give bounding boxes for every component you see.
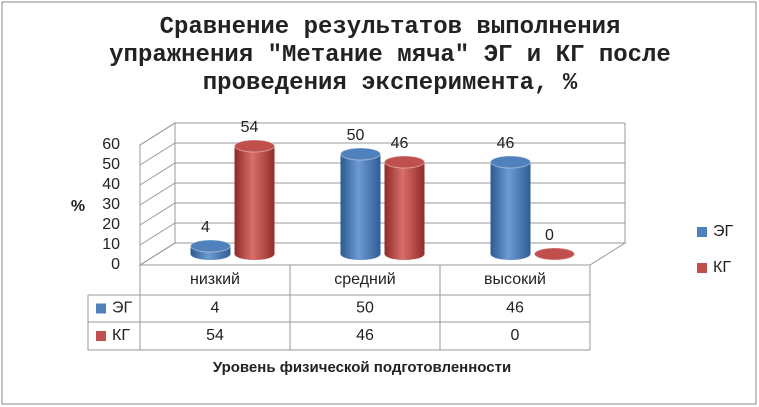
cylinder-top (190, 239, 231, 253)
table-legend-key (96, 303, 106, 314)
cylinder (534, 247, 575, 261)
table-cell: 46 (506, 300, 524, 317)
cylinder-body (384, 162, 425, 254)
y-axis-label: % (71, 198, 85, 215)
cylinder-body (490, 162, 531, 254)
y-tick-label: 60 (102, 136, 120, 153)
cylinder-bottom (384, 248, 425, 260)
y-tick-label: 30 (102, 196, 120, 213)
chart-title: Сравнение результатов выполнения упражне… (109, 14, 671, 97)
y-tick-label: 40 (102, 176, 120, 193)
y-tick-label: 10 (102, 236, 120, 253)
data-label: 46 (497, 135, 515, 152)
data-label: 46 (391, 135, 409, 152)
x-tick-label: высокий (484, 271, 546, 288)
cylinder-top (340, 147, 381, 161)
grid-line (139, 122, 625, 146)
data-label: 0 (545, 227, 554, 244)
x-axis-label: Уровень физической подготовленности (213, 359, 511, 376)
table-cell: 54 (206, 327, 224, 344)
legend-label: ЭГ (713, 223, 734, 240)
legend-label: КГ (713, 259, 731, 276)
cylinder-body (234, 146, 275, 254)
table-cell: 46 (356, 327, 374, 344)
cylinder (340, 147, 381, 260)
grid-line (139, 142, 625, 166)
table-cell: 4 (211, 300, 220, 317)
table-row-header: КГ (112, 327, 130, 344)
cylinder-bottom (234, 248, 275, 260)
table-cell: 50 (356, 300, 374, 317)
data-label: 4 (201, 219, 210, 236)
data-label: 50 (347, 127, 365, 144)
cylinder (234, 139, 275, 260)
table-border (87, 265, 591, 351)
grid-line (139, 222, 625, 246)
legend-key (697, 227, 707, 237)
cylinder (190, 239, 231, 260)
table-cell: 0 (511, 327, 520, 344)
grid-line (139, 182, 625, 206)
cylinder-top (490, 155, 531, 169)
cylinder-top (534, 247, 575, 261)
cylinder-bottom (340, 248, 381, 260)
cylinder-top (234, 139, 275, 153)
grid-line (139, 162, 625, 186)
cylinder-bottom (490, 248, 531, 260)
legend-key (697, 263, 707, 273)
grid-line (139, 242, 625, 266)
table-legend-key (96, 331, 106, 341)
cylinder (490, 155, 531, 260)
data-label: 54 (241, 119, 259, 136)
y-tick-label: 50 (102, 156, 120, 173)
cylinder-body (340, 154, 381, 254)
y-tick-label: 20 (102, 216, 120, 233)
x-tick-label: низкий (190, 271, 240, 288)
grid-line (139, 202, 625, 226)
cylinder (384, 155, 425, 260)
x-tick-label: средний (334, 271, 396, 288)
table-row-header: ЭГ (112, 300, 133, 317)
y-tick-label: 0 (111, 256, 120, 273)
cylinder-top (384, 155, 425, 169)
